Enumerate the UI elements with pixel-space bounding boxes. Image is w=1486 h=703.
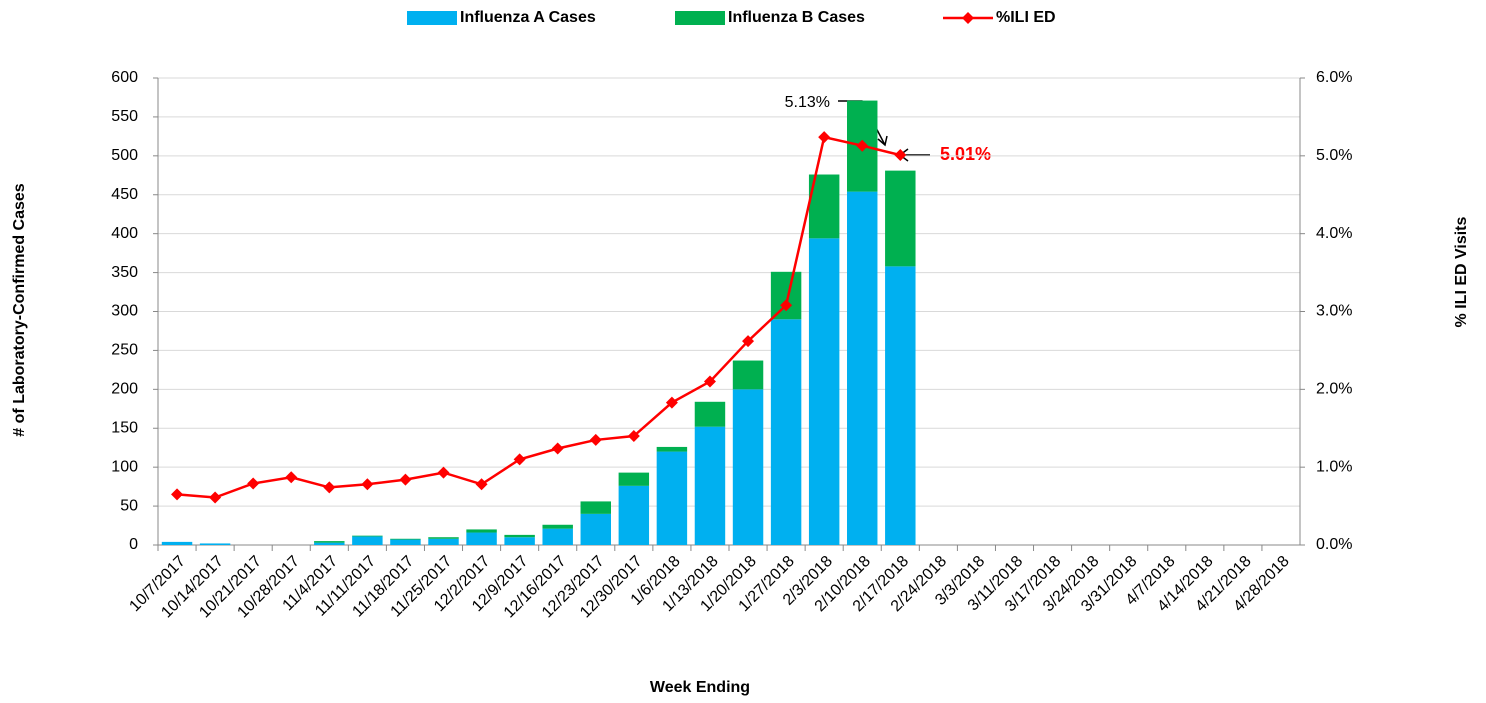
x-axis-title: Week Ending [650,679,750,696]
annotation: 5.01% [940,144,991,164]
y-tick-label: 150 [111,419,138,436]
bar [732,360,764,390]
bar [352,535,383,537]
y2-tick-label: 4.0% [1316,225,1352,242]
marker [551,442,564,455]
marker [894,149,907,162]
bar [161,541,193,545]
bar [770,271,802,320]
y2-axis-title: % ILI ED Visits [1453,216,1470,327]
legend-label: %ILI ED [996,9,1056,26]
bar [580,501,611,514]
y-tick-label: 600 [111,69,138,86]
bar [466,529,497,533]
annotation-arrowhead [877,135,888,147]
y-tick-label: 0 [129,536,138,553]
bar [847,191,878,546]
y-tick-label: 50 [120,497,138,514]
marker [247,477,260,490]
bar [580,513,611,545]
y2-tick-label: 6.0% [1316,69,1352,86]
annotation: 5.13% [785,94,830,111]
y-tick-label: 200 [111,381,138,398]
marker [589,433,602,446]
bar [466,532,497,545]
bar [618,485,650,545]
marker [742,335,755,348]
legend-swatch [407,11,457,25]
bar [770,319,802,545]
y-tick-label: 450 [111,186,138,203]
marker [361,478,374,491]
y-tick-label: 300 [111,303,138,320]
marker [437,466,450,479]
y2-tick-label: 2.0% [1316,381,1352,398]
bar [885,170,916,267]
marker [780,299,793,312]
bar [390,539,421,545]
marker [856,139,869,152]
bar [694,401,726,427]
marker [323,481,336,494]
line [176,135,901,499]
bar [390,538,421,540]
y-tick-label: 100 [111,458,138,475]
y-tick-label: 550 [111,108,138,125]
bar [504,537,535,545]
bar [732,389,764,545]
y-tick-label: 250 [111,342,138,359]
bar [199,543,231,545]
marker [399,473,412,486]
legend-marker [962,12,974,24]
marker [818,131,831,144]
marker [703,375,716,388]
bar [428,538,459,545]
bar [504,534,535,538]
y2-tick-label: 0.0% [1316,536,1352,553]
y-tick-label: 400 [111,225,138,242]
bar [808,238,840,545]
y2-tick-label: 1.0% [1316,458,1352,475]
bar [885,266,916,545]
legend-swatch [675,11,725,25]
bar [656,451,688,545]
marker [513,453,526,466]
y-tick-label: 500 [111,147,138,164]
legend-label: Influenza B Cases [728,9,865,26]
y-tick-label: 350 [111,264,138,281]
marker [665,396,678,409]
y2-tick-label: 3.0% [1316,303,1352,320]
bar [656,446,688,452]
bar [314,541,345,543]
y2-tick-label: 5.0% [1316,147,1352,164]
marker [285,471,298,484]
y-axis-title: # of Laboratory-Confirmed Cases [11,183,28,436]
bar [542,524,573,529]
bar [542,528,573,545]
bar [618,472,650,486]
marker [627,430,640,443]
bar [314,542,345,545]
marker [171,488,184,501]
bar [694,426,726,545]
marker [209,491,222,504]
bar [428,537,459,539]
bar [352,536,383,545]
legend-label: Influenza A Cases [460,9,596,26]
marker [475,478,488,491]
